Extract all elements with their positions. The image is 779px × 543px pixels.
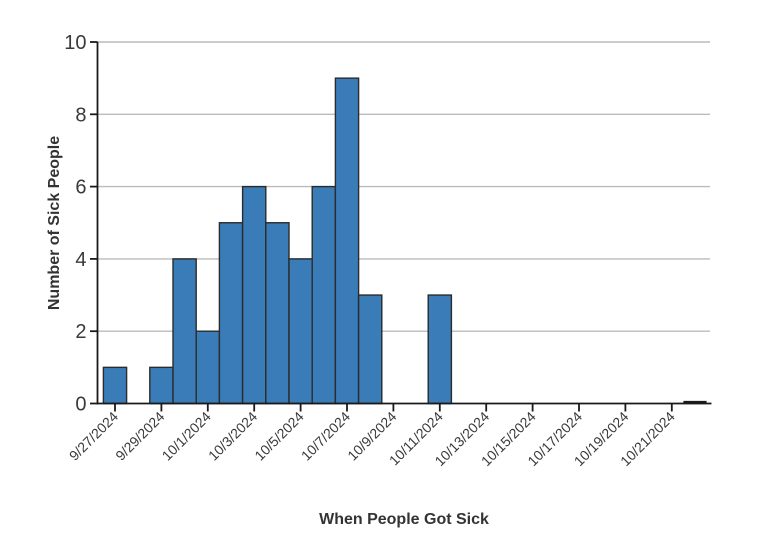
x-tick-label: 9/29/2024 [112,408,168,464]
y-tick-label: 0 [75,394,86,416]
bar-10/6/2024 [311,185,337,405]
bar-9/30/2024 [172,258,197,405]
bar-10/11/2024 [427,294,453,405]
y-axis-title: Number of Sick People [46,135,63,311]
y-tick-label: 6 [75,177,86,199]
x-tick-label: 10/5/2024 [251,408,307,464]
x-tick-label: 10/7/2024 [298,408,354,464]
bar-10/2/2024 [218,222,244,405]
bar-9/27/2024 [102,366,128,405]
bar-10/4/2024 [265,222,290,405]
bar-10/7/2024 [334,77,360,405]
y-tick-label: 8 [75,104,86,126]
bar-9/29/2024 [149,366,174,405]
bar-10/3/2024 [241,185,267,405]
x-axis-title: When People Got Sick [319,511,489,528]
y-tick-label: 4 [75,249,86,271]
y-tick-label: 2 [75,321,86,343]
bar-10/1/2024 [195,330,221,405]
x-tick-label: 9/27/2024 [66,408,122,464]
x-tick-label: 10/1/2024 [159,408,215,464]
x-tick-label: 10/3/2024 [205,408,261,464]
bar-10/5/2024 [288,258,313,405]
bar-10/8/2024 [357,294,383,405]
y-tick-label: 10 [64,32,86,54]
